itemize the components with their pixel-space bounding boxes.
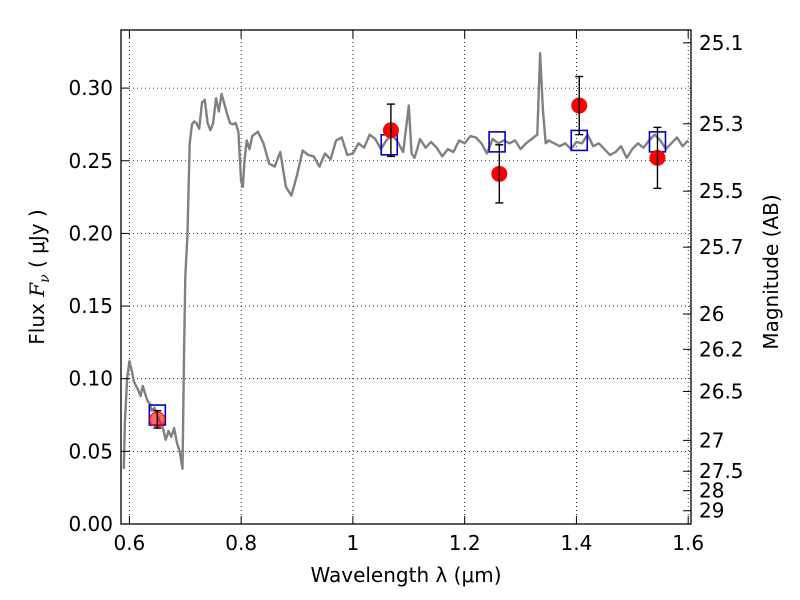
- x-axis: 0.6 0.8 1 1.2 1.4 1.6: [113, 30, 704, 555]
- y-axis-label-unit: ( μJy ): [25, 209, 49, 274]
- y-tick-label: 0.30: [68, 76, 113, 100]
- y-tick-label: 0.25: [68, 149, 113, 173]
- right-tick-label: 26.2: [699, 337, 744, 361]
- plot-frame: [120, 29, 692, 525]
- y-axis-label-subscript: ν: [37, 274, 53, 283]
- y-tick-label: 0.00: [68, 512, 113, 536]
- right-tick-label: 25.5: [699, 179, 744, 203]
- right-tick-label: 25.1: [699, 31, 744, 55]
- right-tick-label: 27: [699, 428, 724, 452]
- x-tick-label: 1: [347, 531, 360, 555]
- y-axis-label-left: Flux Fν ( μJy ): [25, 209, 53, 344]
- right-tick-label: 29: [699, 499, 724, 523]
- observed-photometry-series: [149, 75, 666, 429]
- y-tick-label: 0.10: [68, 367, 113, 391]
- x-axis-label: Wavelength λ (μm): [310, 563, 501, 587]
- y-axis-label-symbol: F: [25, 282, 49, 298]
- x-tick-label: 1.2: [449, 531, 481, 555]
- y-tick-label: 0.20: [68, 221, 113, 245]
- x-tick-label: 0.6: [113, 531, 145, 555]
- y-axis-label-prefix: Flux: [25, 297, 49, 345]
- right-tick-label: 28: [699, 479, 724, 503]
- right-tick-label: 27.5: [699, 459, 744, 483]
- y-tick-label: 0.05: [68, 439, 113, 463]
- x-tick-label: 1.6: [672, 531, 704, 555]
- model-photometry-series: [148, 129, 667, 426]
- x-tick-label: 0.8: [225, 531, 257, 555]
- right-tick-label: 25.3: [699, 112, 744, 136]
- y-axis-left: 0.00 0.05 0.10 0.15 0.20 0.25 0.30: [68, 76, 129, 536]
- spectrum-line: [122, 52, 690, 470]
- spectrum-series: [122, 52, 690, 470]
- x-tick-label: 1.4: [561, 531, 593, 555]
- y-axis-label-right: Magnitude (AB): [759, 194, 783, 349]
- right-tick-label: 26.5: [699, 379, 744, 403]
- model-photometry-square: [488, 131, 506, 153]
- right-tick-label: 26: [699, 302, 724, 326]
- right-tick-label: 25.7: [699, 235, 744, 259]
- y-tick-label: 0.15: [68, 294, 113, 318]
